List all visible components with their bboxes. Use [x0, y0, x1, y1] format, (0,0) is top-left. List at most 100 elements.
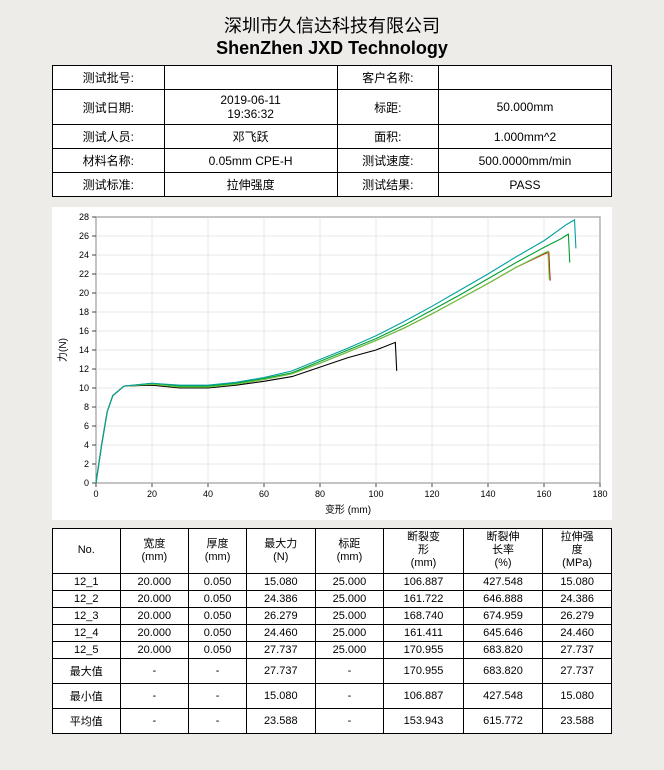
svg-text:20: 20 — [147, 489, 157, 499]
results-col-4: 标距 (mm) — [315, 529, 384, 574]
table-cell: 26.279 — [543, 607, 612, 624]
svg-text:140: 140 — [480, 489, 495, 499]
table-cell: - — [315, 708, 384, 733]
svg-text:14: 14 — [79, 345, 89, 355]
results-col-6: 断裂伸 长率 (%) — [463, 529, 543, 574]
table-cell: - — [189, 683, 247, 708]
table-cell: 645.646 — [463, 624, 543, 641]
table-cell: 170.955 — [384, 658, 464, 683]
table-cell: 0.050 — [189, 624, 247, 641]
table-cell: 0.050 — [189, 641, 247, 658]
svg-text:8: 8 — [84, 402, 89, 412]
table-cell: 168.740 — [384, 607, 464, 624]
material-value: 0.05mm CPE-H — [164, 149, 337, 173]
material-label: 材料名称: — [53, 149, 165, 173]
svg-text:10: 10 — [79, 383, 89, 393]
svg-text:变形 (mm): 变形 (mm) — [325, 503, 371, 516]
table-cell: 427.548 — [463, 573, 543, 590]
date-value: 2019-06-11 19:36:32 — [164, 90, 337, 125]
table-cell: 25.000 — [315, 590, 384, 607]
svg-text:120: 120 — [424, 489, 439, 499]
svg-text:0: 0 — [84, 478, 89, 488]
table-cell: 24.386 — [246, 590, 315, 607]
results-col-7: 拉伸强 度 (MPa) — [543, 529, 612, 574]
svg-text:24: 24 — [79, 250, 89, 260]
table-cell: 15.080 — [246, 573, 315, 590]
batch-label: 测试批号: — [53, 66, 165, 90]
table-cell: - — [120, 683, 189, 708]
table-cell: - — [120, 708, 189, 733]
svg-text:28: 28 — [79, 212, 89, 222]
table-cell: 0.050 — [189, 607, 247, 624]
table-row: 12_120.0000.05015.08025.000106.887427.54… — [53, 573, 612, 590]
results-col-2: 厚度 (mm) — [189, 529, 247, 574]
table-cell: 12_2 — [53, 590, 121, 607]
speed-value: 500.0000mm/min — [438, 149, 611, 173]
table-cell: 24.460 — [246, 624, 315, 641]
gauge-value: 50.000mm — [438, 90, 611, 125]
test-info-table: 测试批号: 客户名称: 测试日期: 2019-06-11 19:36:32 标距… — [52, 65, 612, 197]
speed-label: 测试速度: — [337, 149, 438, 173]
table-cell: 12_5 — [53, 641, 121, 658]
results-col-1: 宽度 (mm) — [120, 529, 189, 574]
customer-value — [438, 66, 611, 90]
svg-text:100: 100 — [368, 489, 383, 499]
table-cell: 23.588 — [543, 708, 612, 733]
table-cell: 27.737 — [246, 658, 315, 683]
chart-svg: 0204060801001201401601800246810121416182… — [52, 207, 612, 517]
svg-text:2: 2 — [84, 459, 89, 469]
svg-text:40: 40 — [203, 489, 213, 499]
tester-value: 邓飞跃 — [164, 125, 337, 149]
table-cell: 12_3 — [53, 607, 121, 624]
svg-text:20: 20 — [79, 288, 89, 298]
table-cell: 646.888 — [463, 590, 543, 607]
table-cell: 27.737 — [543, 641, 612, 658]
results-table: No.宽度 (mm)厚度 (mm)最大力 (N)标距 (mm)断裂变 形 (mm… — [52, 528, 612, 734]
table-cell: - — [120, 658, 189, 683]
svg-text:力(N): 力(N) — [56, 338, 69, 362]
table-row: 平均值--23.588-153.943615.77223.588 — [53, 708, 612, 733]
table-cell: 161.411 — [384, 624, 464, 641]
standard-value: 拉伸强度 — [164, 173, 337, 197]
table-cell: 15.080 — [543, 573, 612, 590]
table-cell: 20.000 — [120, 641, 189, 658]
table-cell: 615.772 — [463, 708, 543, 733]
table-cell: 最大值 — [53, 658, 121, 683]
result-label: 测试结果: — [337, 173, 438, 197]
table-cell: 0.050 — [189, 573, 247, 590]
table-cell: 23.588 — [246, 708, 315, 733]
table-cell: 170.955 — [384, 641, 464, 658]
table-cell: 26.279 — [246, 607, 315, 624]
table-cell: - — [315, 658, 384, 683]
table-cell: 20.000 — [120, 590, 189, 607]
tensile-chart: 0204060801001201401601800246810121416182… — [52, 207, 612, 520]
svg-text:6: 6 — [84, 421, 89, 431]
table-cell: 20.000 — [120, 624, 189, 641]
table-cell: - — [315, 683, 384, 708]
tester-label: 测试人员: — [53, 125, 165, 149]
results-col-0: No. — [53, 529, 121, 574]
svg-text:18: 18 — [79, 307, 89, 317]
table-cell: 15.080 — [246, 683, 315, 708]
table-row: 最小值--15.080-106.887427.54815.080 — [53, 683, 612, 708]
table-cell: 106.887 — [384, 573, 464, 590]
table-cell: 27.737 — [246, 641, 315, 658]
table-cell: 24.460 — [543, 624, 612, 641]
batch-value — [164, 66, 337, 90]
table-cell: 25.000 — [315, 573, 384, 590]
svg-text:80: 80 — [315, 489, 325, 499]
area-label: 面积: — [337, 125, 438, 149]
svg-text:26: 26 — [79, 231, 89, 241]
table-cell: 平均值 — [53, 708, 121, 733]
table-row: 12_520.0000.05027.73725.000170.955683.82… — [53, 641, 612, 658]
table-cell: 25.000 — [315, 624, 384, 641]
svg-text:0: 0 — [93, 489, 98, 499]
table-cell: 161.722 — [384, 590, 464, 607]
customer-label: 客户名称: — [337, 66, 438, 90]
svg-text:22: 22 — [79, 269, 89, 279]
table-cell: 27.737 — [543, 658, 612, 683]
table-row: 最大值--27.737-170.955683.82027.737 — [53, 658, 612, 683]
svg-text:4: 4 — [84, 440, 89, 450]
svg-text:60: 60 — [259, 489, 269, 499]
table-cell: 24.386 — [543, 590, 612, 607]
